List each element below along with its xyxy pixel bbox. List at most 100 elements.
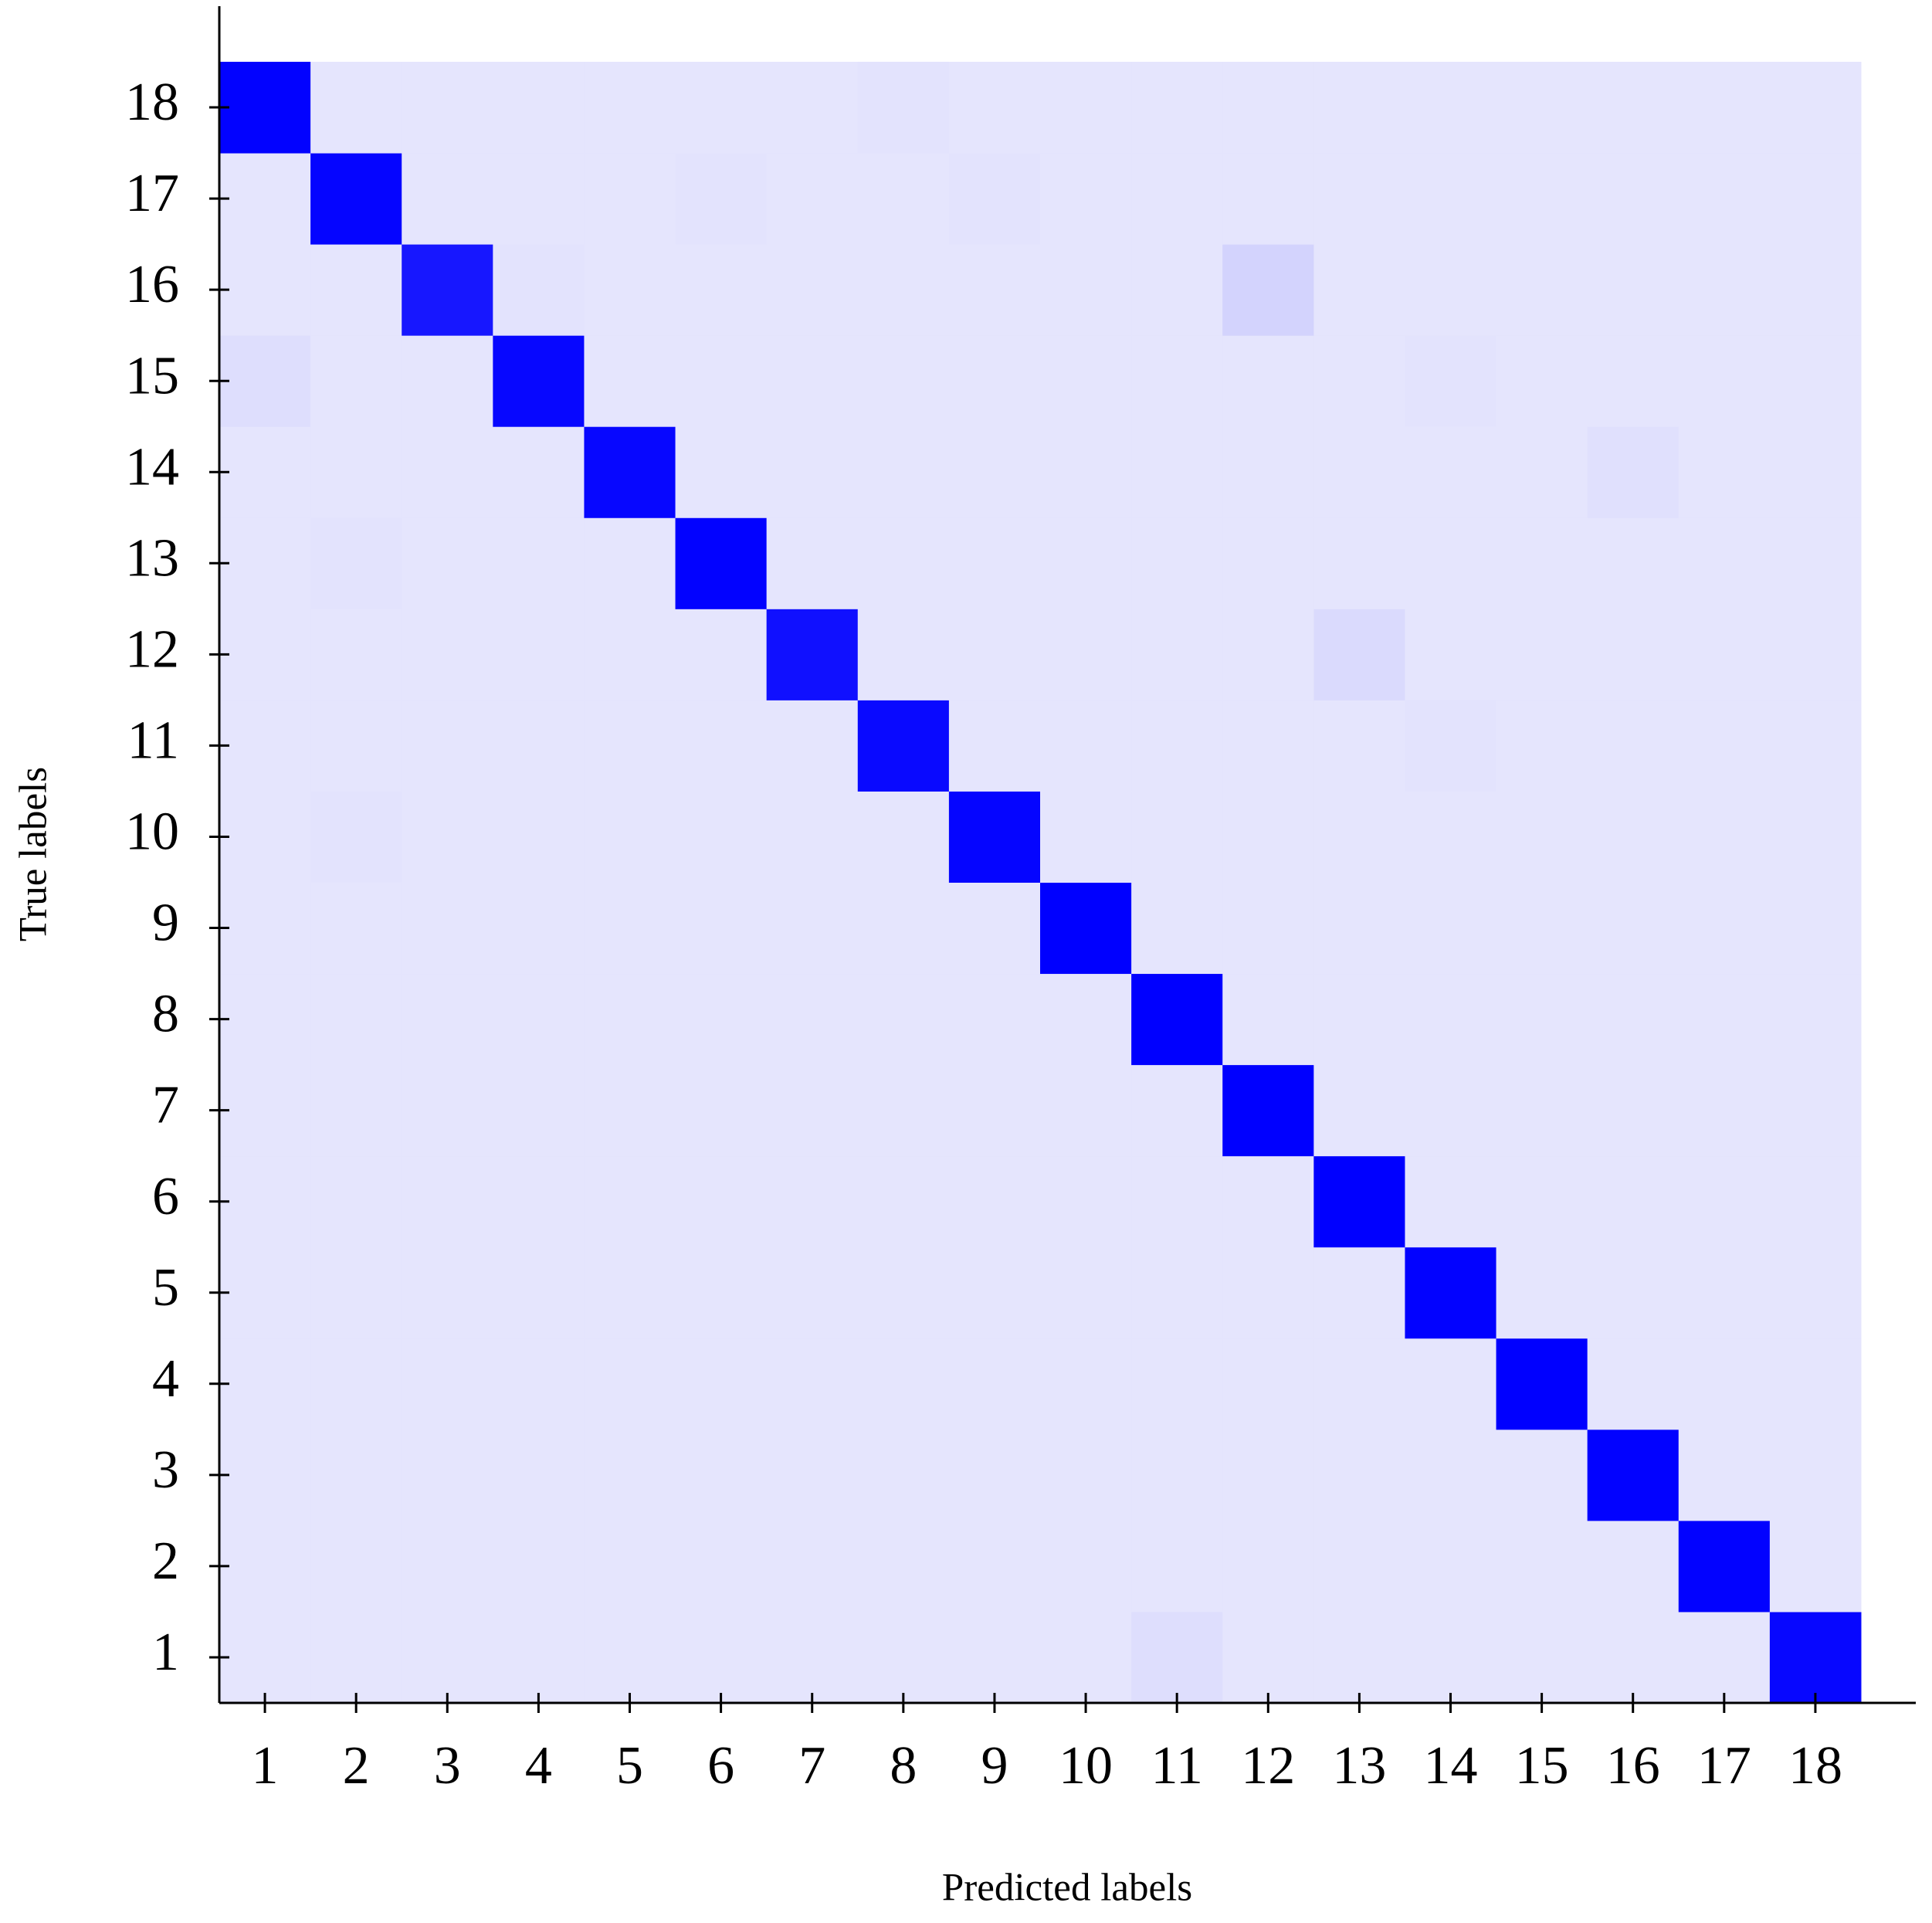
heatmap-cell (1496, 882, 1588, 975)
heatmap-cell (857, 426, 950, 518)
heatmap-cell (1678, 1520, 1771, 1613)
heatmap-cell (1313, 62, 1405, 154)
heatmap-cell (1769, 1064, 1862, 1157)
heatmap-cell (1405, 973, 1497, 1066)
x-tick-label: 2 (343, 1736, 370, 1796)
heatmap-cell (1405, 1064, 1497, 1157)
heatmap-cell (1313, 244, 1405, 336)
heatmap-cell (1131, 517, 1223, 609)
heatmap-cell (1313, 791, 1405, 883)
y-tick-label: 10 (125, 802, 179, 862)
y-tick-label: 3 (152, 1440, 179, 1500)
heatmap-cell (584, 335, 676, 427)
heatmap-cell (766, 882, 859, 975)
heatmap-cell (1769, 1338, 1862, 1430)
heatmap-cell (1405, 700, 1497, 792)
heatmap-cell (675, 426, 768, 518)
heatmap-cell (1222, 1611, 1314, 1704)
heatmap-cell (493, 1246, 585, 1339)
heatmap-cell (1405, 426, 1497, 518)
heatmap-cell (1587, 153, 1679, 245)
heatmap-cell (766, 62, 859, 154)
heatmap-cell (1587, 1338, 1679, 1430)
heatmap-cell (219, 1429, 311, 1521)
heatmap-cell (1587, 62, 1679, 154)
heatmap-cell (1769, 62, 1862, 154)
heatmap-cell (1769, 791, 1862, 883)
heatmap-cell (1496, 700, 1588, 792)
heatmap-cell (1313, 335, 1405, 427)
heatmap-cell (219, 517, 311, 609)
heatmap-cell (766, 426, 859, 518)
y-tick-label: 17 (125, 164, 179, 223)
heatmap-cell (1678, 609, 1771, 700)
heatmap-cell (493, 882, 585, 975)
heatmap-cell (1587, 1429, 1679, 1521)
heatmap-cell (1678, 1064, 1771, 1157)
heatmap-cell (1313, 517, 1405, 609)
heatmap-cell (675, 1520, 768, 1613)
heatmap-cell (1040, 153, 1132, 245)
heatmap-cell (948, 62, 1041, 154)
heatmap-cell (675, 1429, 768, 1521)
heatmap-cell (1131, 244, 1223, 336)
heatmap-cell (219, 1155, 311, 1248)
heatmap-cell (766, 609, 859, 700)
heatmap-cell (1496, 62, 1588, 154)
heatmap-cell (1222, 973, 1314, 1066)
heatmap-cell (584, 1520, 676, 1613)
heatmap-cell (1222, 517, 1314, 609)
heatmap-cell (1131, 426, 1223, 518)
x-tick-label: 10 (1059, 1736, 1113, 1796)
heatmap-cell (310, 609, 402, 700)
heatmap-cell (310, 1246, 402, 1339)
heatmap-cell (584, 1611, 676, 1704)
heatmap-cell (1313, 1611, 1405, 1704)
heatmap-cell (1222, 791, 1314, 883)
y-tick-label: 1 (152, 1623, 179, 1682)
x-tick-label: 15 (1515, 1736, 1569, 1796)
heatmap-cell (402, 335, 493, 427)
y-tick-label: 18 (125, 73, 179, 132)
y-tick-label: 2 (152, 1531, 179, 1591)
heatmap-cell (857, 882, 950, 975)
heatmap-cell (402, 1611, 493, 1704)
heatmap-cell (948, 791, 1041, 883)
y-tick-label: 5 (152, 1258, 179, 1318)
heatmap-cell (584, 62, 676, 154)
heatmap-cell (1313, 609, 1405, 700)
heatmap-cell (584, 1338, 676, 1430)
heatmap-cell (584, 1246, 676, 1339)
heatmap-cell (1222, 244, 1314, 336)
heatmap-cell (1496, 244, 1588, 336)
heatmap-cell (1678, 700, 1771, 792)
heatmap-cell (493, 1520, 585, 1613)
heatmap-cell (1678, 426, 1771, 518)
heatmap-cell (1496, 1064, 1588, 1157)
heatmap-cell (1405, 335, 1497, 427)
heatmap-cell (1678, 1611, 1771, 1704)
heatmap-cell (219, 1611, 311, 1704)
heatmap-cell (1587, 791, 1679, 883)
heatmap-cell (1313, 1064, 1405, 1157)
heatmap-cell (1313, 153, 1405, 245)
heatmap-cell (219, 882, 311, 975)
heatmap-cell (766, 973, 859, 1066)
x-tick-label: 5 (616, 1736, 643, 1796)
heatmap-cell (1040, 335, 1132, 427)
heatmap-cell (1587, 1064, 1679, 1157)
heatmap-cell (1678, 153, 1771, 245)
heatmap-cell (1678, 1246, 1771, 1339)
heatmap-cell (857, 1338, 950, 1430)
heatmap-cell (1222, 609, 1314, 700)
heatmap-cell (1496, 609, 1588, 700)
heatmap-cell (1131, 1246, 1223, 1339)
heatmap-cell (402, 426, 493, 518)
heatmap-cell (857, 62, 950, 154)
heatmap-cell (310, 517, 402, 609)
heatmap-cell (948, 335, 1041, 427)
heatmap-cell (402, 62, 493, 154)
heatmap-cell (1131, 335, 1223, 427)
heatmap-cell (948, 1611, 1041, 1704)
